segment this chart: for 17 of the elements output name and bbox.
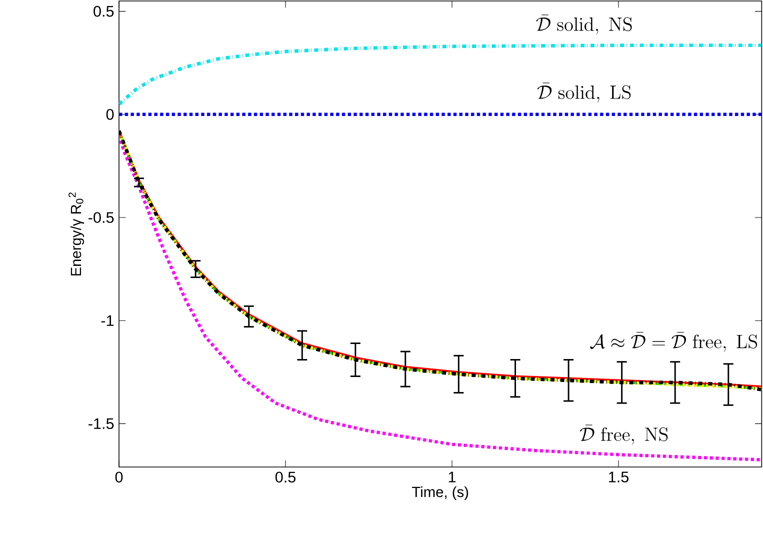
x-tick-label: 1.5 [609, 472, 629, 482]
annotation: $\bar{\mathcal{D}}\mathrm{\ solid,\ NS}$ [536, 14, 632, 34]
annotation: $\bar{\mathcal{D}}\mathrm{\ solid,\ LS}$ [537, 82, 631, 102]
line-series [119, 44, 762, 106]
y-tick-label: -0.5 [88, 212, 114, 223]
x-tick-label: 0 [115, 472, 123, 483]
x-tick-label: 1 [448, 472, 456, 482]
x-axis-title: Time, (s) [412, 486, 468, 500]
x-tick-label: 0.5 [275, 472, 296, 483]
y-tick-label: 0 [106, 108, 114, 120]
y-tick-label: -1 [101, 315, 114, 326]
y-axis-title: Energy/γ R$_{0}$2 [68, 192, 84, 276]
annotation: $\bar{\mathcal{D}}\mathrm{\ free,\ NS}$ [580, 424, 668, 445]
line-series [119, 133, 762, 462]
y-tick-label: 0.5 [94, 6, 114, 17]
y-tick-label: -1.5 [88, 418, 114, 430]
annotation: $\mathcal{A}\approx\bar{\mathcal{D}}=\bar{\mathcal{D}}\mathrm{\ free,\ LS}$ [590, 332, 758, 352]
